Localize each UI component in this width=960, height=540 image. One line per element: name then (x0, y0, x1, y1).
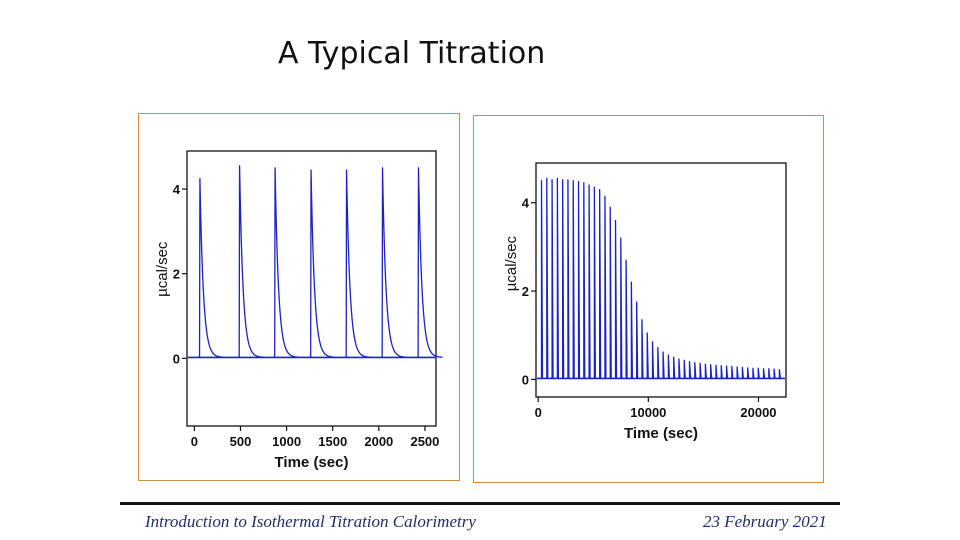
series-peak (678, 358, 681, 379)
x-tick-label: 2500 (410, 434, 439, 449)
series-peak (609, 206, 612, 379)
series-peak (651, 341, 655, 379)
series-peak (198, 177, 225, 358)
series-peak (683, 359, 686, 379)
series-peak (620, 237, 623, 379)
chart-panel-single-injections: 0 2 4 0 500 1000 1500 2000 2500 Time (sec) µcal/se… (138, 113, 460, 481)
y-tick-label: 2 (173, 267, 180, 282)
series-peak (768, 368, 771, 379)
x-tick-label: 20000 (740, 405, 776, 420)
x-axis-label: Time (sec) (275, 454, 349, 471)
series-peak (636, 301, 639, 379)
series-peak (593, 186, 597, 379)
series-peak (625, 259, 628, 379)
series-peak (778, 368, 782, 379)
series-peak (546, 177, 549, 379)
x-axis-label: Time (sec) (624, 425, 698, 442)
series-peak (762, 368, 766, 379)
x-tick-label: 0 (535, 405, 542, 420)
series-peak (688, 361, 692, 379)
y-tick-label: 0 (522, 372, 529, 387)
x-tick-label: 1500 (318, 434, 347, 449)
series-peak (551, 179, 554, 379)
footer-date: 23 February 2021 (703, 512, 827, 531)
y-tick-label: 0 (173, 351, 180, 366)
series-peak (731, 365, 734, 379)
chart-full-titration: 0 2 4 0 10000 20000 Time (sec) µcal/sec (503, 162, 787, 442)
series-peak (588, 184, 591, 379)
series-peak (614, 219, 618, 379)
x-tick-label: 1000 (272, 434, 301, 449)
y-tick-label: 4 (522, 196, 530, 211)
series-peak (238, 165, 265, 358)
series-peak (741, 366, 745, 379)
series-peak (572, 180, 575, 379)
series-peak (715, 364, 718, 379)
series-peak (583, 182, 586, 379)
x-tick-label: 500 (230, 434, 252, 449)
series-peak (662, 351, 665, 379)
series-peak (577, 180, 581, 379)
series-peak (725, 365, 729, 379)
series-peak (604, 195, 607, 379)
series-peak (646, 332, 649, 379)
series-peak (540, 180, 544, 379)
footer-presentation-title: Introduction to Isothermal Titration Cal… (145, 512, 476, 531)
chart-panel-full-titration: 0 2 4 0 10000 20000 Time (sec) µcal/sec (473, 115, 824, 483)
series-peak (699, 362, 702, 379)
series-peak (556, 177, 560, 379)
series-peak (562, 179, 565, 379)
series-peak (630, 281, 634, 379)
series-peak (704, 363, 708, 379)
plot-area-frame (186, 150, 437, 427)
series-peak (274, 167, 300, 358)
series-peak (736, 366, 739, 379)
series-peak (310, 169, 336, 358)
series-peak (710, 364, 713, 379)
series-peak (567, 179, 570, 379)
series-peak (667, 354, 671, 379)
series-peak (381, 167, 407, 358)
series-peak (752, 367, 755, 379)
series-peak (757, 367, 760, 379)
y-tick-label: 2 (522, 284, 529, 299)
y-tick-label: 4 (173, 182, 181, 197)
x-tick-label: 10000 (630, 405, 666, 420)
series-peak (417, 167, 443, 358)
series-peak (641, 319, 644, 379)
series-peak (694, 361, 697, 379)
series-peak (599, 188, 602, 379)
slide-title: A Typical Titration (278, 36, 546, 71)
x-tick-label: 2000 (364, 434, 393, 449)
footer-divider (120, 502, 840, 505)
plot-area-frame (535, 162, 787, 398)
series-peak (345, 169, 371, 358)
series-peak (673, 356, 676, 379)
series-peak (747, 367, 750, 379)
y-axis-label: µcal/sec (154, 241, 171, 297)
series-peak (773, 368, 776, 379)
y-axis-label: µcal/sec (503, 235, 520, 291)
series-peak (720, 365, 723, 379)
chart-single-injections: 0 2 4 0 500 1000 1500 2000 2500 Time (sec) µcal/se… (154, 150, 443, 471)
x-tick-label: 0 (191, 434, 198, 449)
series-peak (657, 346, 660, 379)
